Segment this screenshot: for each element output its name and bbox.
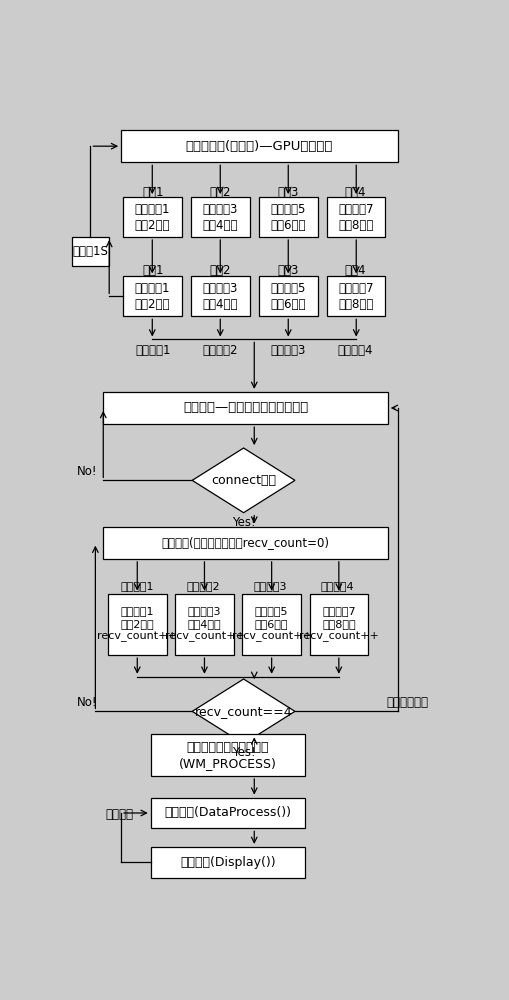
Text: 接收线程1: 接收线程1 (120, 581, 153, 591)
Text: 发送频点7
频点8结果: 发送频点7 频点8结果 (338, 282, 373, 311)
Text: 发送线程2: 发送线程2 (202, 344, 237, 358)
Text: Yes!: Yes! (231, 516, 255, 529)
FancyBboxPatch shape (123, 197, 181, 237)
FancyBboxPatch shape (123, 276, 181, 316)
FancyBboxPatch shape (71, 237, 109, 266)
FancyBboxPatch shape (191, 276, 249, 316)
Text: 发送线程4: 发送线程4 (337, 344, 373, 358)
Text: 处理频点5
频点6数据: 处理频点5 频点6数据 (270, 203, 305, 232)
Text: 数据处理(DataProcess()): 数据处理(DataProcess()) (164, 806, 291, 820)
Text: 线程3: 线程3 (277, 264, 298, 277)
Text: 接收线程4: 接收线程4 (320, 581, 354, 591)
Text: 接收频点3
频点4数据
recv_count++: 接收频点3 频点4数据 recv_count++ (164, 606, 244, 642)
FancyBboxPatch shape (175, 594, 233, 655)
Text: 线程3: 线程3 (277, 186, 298, 199)
Text: 发送自定义数据处理消息
(WM_PROCESS): 发送自定义数据处理消息 (WM_PROCESS) (179, 741, 276, 770)
Text: 线程1: 线程1 (142, 264, 163, 277)
FancyBboxPatch shape (151, 734, 304, 776)
FancyBboxPatch shape (103, 527, 387, 559)
FancyBboxPatch shape (108, 594, 166, 655)
Text: 接收频点5
频点6数据
recv_count++: 接收频点5 频点6数据 recv_count++ (231, 606, 311, 642)
FancyBboxPatch shape (309, 594, 367, 655)
Text: recv_count==4: recv_count==4 (194, 705, 292, 718)
Text: No!: No! (77, 465, 98, 478)
Text: 处理频点1
频点2数据: 处理频点1 频点2数据 (134, 203, 169, 232)
Text: 线程2: 线程2 (209, 186, 230, 199)
FancyBboxPatch shape (242, 594, 300, 655)
Text: 等待至1S: 等待至1S (72, 245, 108, 258)
Text: 接收数据(设定全局计数器recv_count=0): 接收数据(设定全局计数器recv_count=0) (161, 536, 329, 549)
FancyBboxPatch shape (259, 276, 317, 316)
Text: No!: No! (77, 696, 98, 709)
Text: 处理频点3
频点4数据: 处理频点3 频点4数据 (202, 203, 238, 232)
FancyBboxPatch shape (326, 276, 385, 316)
FancyBboxPatch shape (151, 847, 304, 878)
Text: 继续等待: 继续等待 (105, 808, 133, 821)
Text: 发送频点1
频点2结果: 发送频点1 频点2结果 (134, 282, 169, 311)
Polygon shape (192, 679, 294, 744)
Text: 线程4: 线程4 (344, 264, 365, 277)
Text: 发送频点3
频点4结果: 发送频点3 频点4结果 (202, 282, 238, 311)
Text: 处理频点7
频点8数据: 处理频点7 频点8数据 (338, 203, 373, 232)
Text: 发送频点5
频点6结果: 发送频点5 频点6结果 (270, 282, 305, 311)
Text: 接收线程3: 接收线程3 (253, 581, 287, 591)
Text: 信号处理机(工作站)—GPU并行运算: 信号处理机(工作站)—GPU并行运算 (185, 140, 332, 153)
FancyBboxPatch shape (103, 392, 387, 424)
Text: 接收频点1
频点2数据
recv_count++: 接收频点1 频点2数据 recv_count++ (97, 606, 177, 642)
Text: 接收频点7
频点8数据
recv_count++: 接收频点7 频点8数据 recv_count++ (298, 606, 378, 642)
Text: 线程4: 线程4 (344, 186, 365, 199)
Text: connect成功: connect成功 (211, 474, 275, 487)
Text: 显示航迹(Display()): 显示航迹(Display()) (180, 856, 275, 869)
FancyBboxPatch shape (191, 197, 249, 237)
FancyBboxPatch shape (259, 197, 317, 237)
Polygon shape (192, 448, 294, 513)
Text: 线程1: 线程1 (142, 186, 163, 199)
Text: 发送线程1: 发送线程1 (135, 344, 170, 358)
Text: 终端控制—显示平台监听连接消息: 终端控制—显示平台监听连接消息 (183, 401, 307, 414)
FancyBboxPatch shape (151, 798, 304, 828)
Text: 发送线程3: 发送线程3 (270, 344, 305, 358)
Text: Yes!: Yes! (231, 746, 255, 759)
FancyBboxPatch shape (121, 130, 397, 162)
Text: 接收线程2: 接收线程2 (186, 581, 219, 591)
Text: 继续监听等待: 继续监听等待 (386, 696, 428, 709)
Text: 线程2: 线程2 (209, 264, 230, 277)
FancyBboxPatch shape (326, 197, 385, 237)
